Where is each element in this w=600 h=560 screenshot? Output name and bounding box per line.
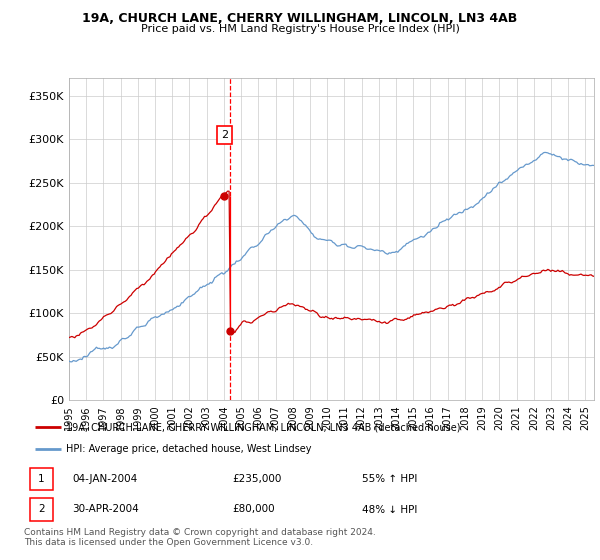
Text: 19A, CHURCH LANE, CHERRY WILLINGHAM, LINCOLN, LN3 4AB: 19A, CHURCH LANE, CHERRY WILLINGHAM, LIN… bbox=[82, 12, 518, 25]
FancyBboxPatch shape bbox=[29, 498, 53, 521]
Text: Contains HM Land Registry data © Crown copyright and database right 2024.
This d: Contains HM Land Registry data © Crown c… bbox=[24, 528, 376, 547]
Text: 30-APR-2004: 30-APR-2004 bbox=[72, 505, 139, 515]
Text: 1: 1 bbox=[38, 474, 45, 484]
Text: 04-JAN-2004: 04-JAN-2004 bbox=[72, 474, 137, 484]
Text: Price paid vs. HM Land Registry's House Price Index (HPI): Price paid vs. HM Land Registry's House … bbox=[140, 24, 460, 34]
Text: 55% ↑ HPI: 55% ↑ HPI bbox=[362, 474, 418, 484]
Text: 19A, CHURCH LANE, CHERRY WILLINGHAM, LINCOLN, LN3 4AB (detached house): 19A, CHURCH LANE, CHERRY WILLINGHAM, LIN… bbox=[66, 422, 461, 432]
FancyBboxPatch shape bbox=[29, 468, 53, 490]
Text: £80,000: £80,000 bbox=[233, 505, 275, 515]
Text: 48% ↓ HPI: 48% ↓ HPI bbox=[362, 505, 418, 515]
Text: 2: 2 bbox=[221, 130, 228, 140]
Text: HPI: Average price, detached house, West Lindsey: HPI: Average price, detached house, West… bbox=[66, 444, 312, 454]
Text: 2: 2 bbox=[38, 505, 45, 515]
Text: £235,000: £235,000 bbox=[233, 474, 282, 484]
